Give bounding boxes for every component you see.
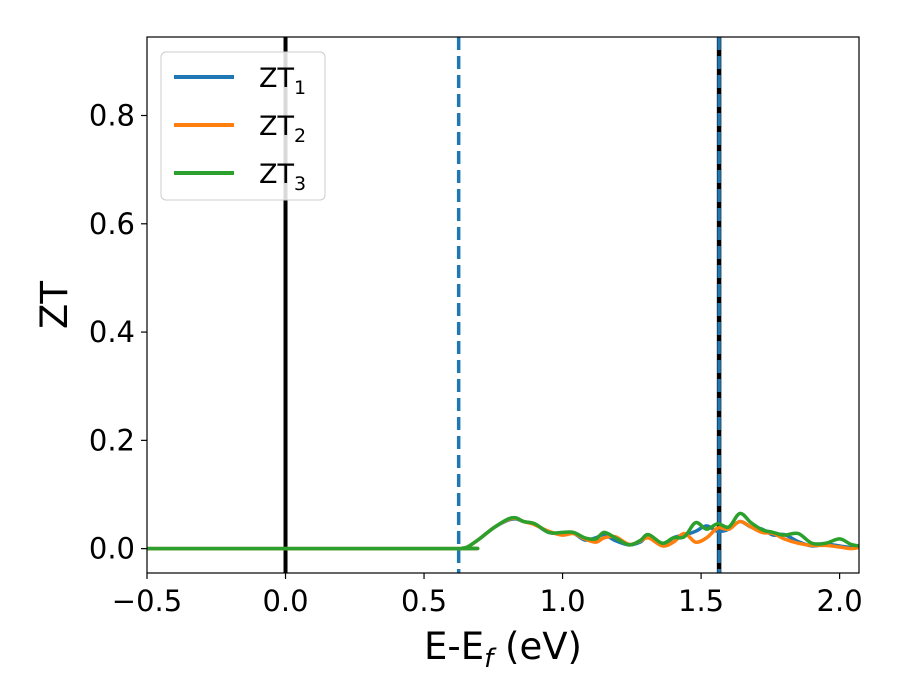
- x-tick-label: 2.0: [817, 584, 863, 618]
- y-tick-label: 0.2: [89, 423, 135, 457]
- x-tick-label: 1.5: [678, 584, 724, 618]
- y-tick-label: 0.0: [89, 532, 135, 566]
- x-tick-label: 1.0: [540, 584, 586, 618]
- legend-label-2: ZT2: [259, 111, 306, 147]
- x-axis-label-unit: (eV): [493, 625, 582, 668]
- x-axis-label: E-Ef (eV): [424, 625, 582, 674]
- legend: ZT1 ZT2 ZT3: [160, 51, 326, 201]
- x-axis: −0.5 0.0 0.5 1.0 1.5 2.0: [112, 573, 863, 618]
- y-tick-label: 0.4: [89, 315, 135, 349]
- legend-label-1: ZT1: [259, 63, 306, 99]
- y-tick-label: 0.6: [89, 207, 135, 241]
- x-tick-label: 0.5: [401, 584, 447, 618]
- legend-box: [160, 51, 326, 201]
- series-lines: [147, 511, 859, 551]
- legend-label-3: ZT3: [259, 159, 306, 195]
- y-tick-label: 0.8: [89, 99, 135, 133]
- x-tick-label: 0.0: [262, 584, 308, 618]
- x-tick-label: −0.5: [112, 584, 182, 618]
- y-axis-label: ZT: [33, 281, 76, 329]
- plot-frame: [146, 36, 860, 574]
- y-axis: 0.0 0.2 0.4 0.6 0.8: [89, 99, 147, 566]
- series-line-3: [147, 511, 859, 551]
